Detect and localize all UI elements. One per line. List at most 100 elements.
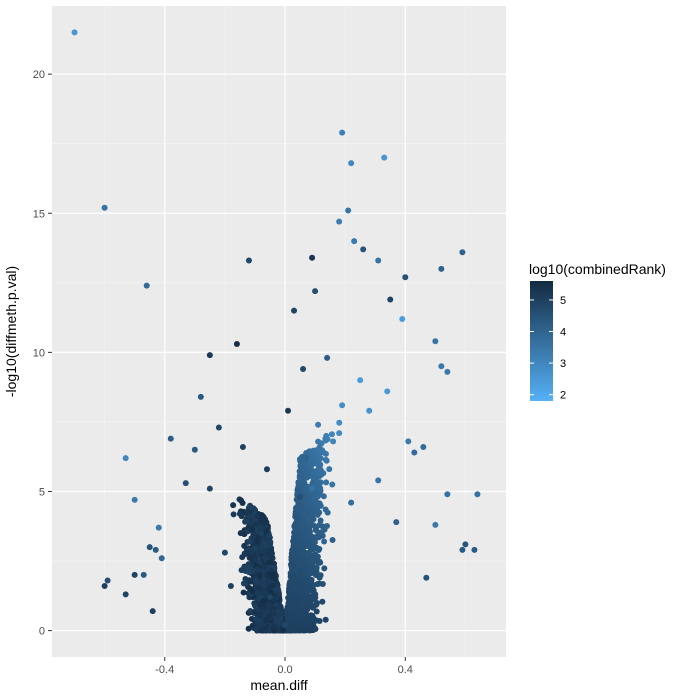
data-point (336, 218, 343, 225)
data-point (300, 522, 307, 529)
data-point (266, 542, 273, 549)
data-point (300, 616, 307, 623)
data-point (339, 402, 346, 409)
data-point (305, 522, 312, 529)
data-point (381, 154, 388, 161)
legend-colorbar (530, 281, 553, 401)
data-point (297, 455, 304, 462)
data-point (314, 483, 321, 490)
data-point (321, 565, 328, 572)
data-point (313, 601, 320, 608)
data-point (315, 450, 322, 457)
plot-panel (52, 6, 506, 657)
data-point (262, 518, 269, 525)
data-point (320, 493, 327, 500)
data-point (384, 388, 391, 395)
data-point (329, 537, 336, 544)
data-point (247, 607, 254, 614)
data-point (345, 207, 352, 214)
data-point (122, 455, 129, 462)
data-point (259, 525, 266, 532)
data-point (262, 554, 269, 561)
data-point (302, 532, 309, 539)
data-point (287, 623, 294, 630)
data-point (291, 307, 298, 314)
data-point (274, 580, 281, 587)
data-point (328, 431, 335, 438)
data-point (268, 571, 275, 578)
color-legend: log10(combinedRank) 2 3 4 5 (529, 261, 666, 402)
data-point (366, 407, 373, 414)
data-point (324, 354, 331, 361)
data-point (319, 598, 326, 605)
data-point (316, 522, 323, 529)
data-point (315, 546, 322, 553)
data-point (101, 204, 108, 211)
data-point (270, 623, 277, 630)
data-point (310, 516, 317, 523)
data-point (393, 519, 400, 526)
data-point (474, 491, 481, 498)
data-point (339, 129, 346, 136)
data-point (131, 496, 138, 503)
x-tick-label: 0.0 (277, 664, 292, 676)
data-point (301, 581, 308, 588)
data-point (263, 466, 270, 473)
data-point (336, 430, 343, 437)
data-point (317, 517, 324, 524)
data-point (323, 523, 330, 530)
data-point (297, 553, 304, 560)
data-point (206, 485, 213, 492)
data-point (311, 624, 318, 631)
data-point (254, 589, 261, 596)
data-point (272, 616, 279, 623)
data-point (274, 586, 281, 593)
data-point (295, 579, 302, 586)
data-point (348, 160, 355, 167)
data-point (309, 612, 316, 619)
data-point (294, 541, 301, 548)
data-point (471, 546, 478, 553)
data-point (293, 510, 300, 517)
data-point (322, 437, 329, 444)
data-point (266, 594, 273, 601)
data-point (257, 530, 264, 537)
data-point (306, 538, 313, 545)
data-point (191, 446, 198, 453)
data-point (438, 363, 445, 370)
data-point (265, 600, 272, 607)
data-point (290, 575, 297, 582)
data-point (318, 529, 325, 536)
data-point (266, 533, 273, 540)
y-tick-label: 10 (33, 347, 45, 359)
data-point (298, 591, 305, 598)
data-point (290, 538, 297, 545)
data-point (245, 569, 252, 576)
data-point (444, 368, 451, 375)
data-point (360, 246, 367, 253)
data-point (313, 468, 320, 475)
data-point (182, 480, 189, 487)
data-point (300, 366, 307, 373)
data-point (307, 584, 314, 591)
data-point (323, 432, 330, 439)
data-point (438, 265, 445, 272)
data-point (399, 315, 406, 322)
data-point (313, 479, 320, 486)
data-point (158, 555, 165, 562)
y-tick-label: 20 (33, 69, 45, 81)
data-point (432, 338, 439, 345)
data-point (255, 617, 262, 624)
data-point (293, 527, 300, 534)
data-point (101, 583, 108, 590)
legend-break-label: 2 (560, 390, 566, 402)
data-point (291, 585, 298, 592)
data-point (313, 608, 320, 615)
data-point (291, 556, 298, 563)
data-point (314, 553, 321, 560)
data-point (249, 622, 256, 629)
data-point (279, 626, 286, 633)
data-point (149, 608, 156, 615)
data-point (302, 461, 309, 468)
data-point (253, 610, 260, 617)
